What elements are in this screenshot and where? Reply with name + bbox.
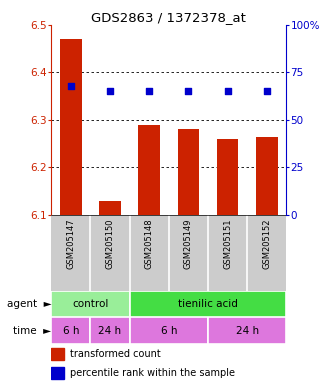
Bar bbox=[51, 367, 64, 379]
Text: GSM205151: GSM205151 bbox=[223, 219, 232, 269]
Point bbox=[264, 88, 269, 94]
Point bbox=[147, 88, 152, 94]
Text: 24 h: 24 h bbox=[99, 326, 121, 336]
Point bbox=[68, 83, 73, 89]
Text: 6 h: 6 h bbox=[161, 326, 177, 336]
Text: transformed count: transformed count bbox=[70, 349, 161, 359]
Text: GSM205150: GSM205150 bbox=[106, 219, 115, 269]
Text: GSM205149: GSM205149 bbox=[184, 219, 193, 269]
Bar bbox=[51, 348, 64, 360]
Text: agent  ►: agent ► bbox=[7, 299, 51, 309]
Text: percentile rank within the sample: percentile rank within the sample bbox=[70, 368, 235, 378]
Text: time  ►: time ► bbox=[13, 326, 51, 336]
Bar bbox=[138, 125, 160, 215]
Bar bbox=[217, 139, 238, 215]
Bar bbox=[130, 318, 208, 344]
Point bbox=[107, 88, 113, 94]
Title: GDS2863 / 1372378_at: GDS2863 / 1372378_at bbox=[91, 11, 246, 24]
Text: 6 h: 6 h bbox=[63, 326, 79, 336]
Bar bbox=[99, 201, 121, 215]
Point bbox=[186, 88, 191, 94]
Bar bbox=[208, 318, 286, 344]
Bar bbox=[130, 291, 286, 318]
Text: control: control bbox=[72, 299, 109, 309]
Text: GSM205148: GSM205148 bbox=[145, 219, 154, 269]
Text: GSM205152: GSM205152 bbox=[262, 219, 271, 269]
Bar bbox=[178, 129, 199, 215]
Bar bbox=[256, 137, 277, 215]
Bar bbox=[51, 318, 90, 344]
Bar bbox=[60, 39, 82, 215]
Text: 24 h: 24 h bbox=[236, 326, 259, 336]
Bar bbox=[90, 318, 130, 344]
Text: tienilic acid: tienilic acid bbox=[178, 299, 238, 309]
Point bbox=[225, 88, 230, 94]
Text: GSM205147: GSM205147 bbox=[67, 219, 75, 269]
Bar bbox=[51, 291, 130, 318]
